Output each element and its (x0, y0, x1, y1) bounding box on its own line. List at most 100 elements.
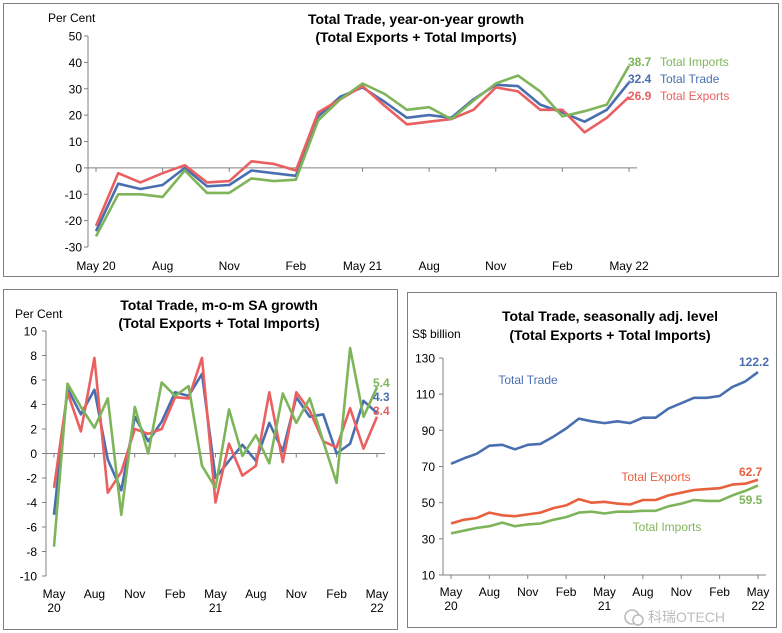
series-line-total-exports (450, 478, 759, 525)
y-axis-label: Per Cent (48, 11, 96, 25)
x-tick-label-year: 20 (444, 599, 458, 613)
y-tick-label: 20 (69, 109, 83, 123)
end-value-label: 4.3 (373, 390, 390, 404)
end-value-label: 38.7 (628, 55, 652, 69)
y-tick-label: 4 (30, 398, 37, 412)
y-tick-label: 30 (422, 532, 436, 546)
y-tick-label: -30 (65, 241, 83, 255)
x-tick-label: Nov (517, 585, 538, 599)
x-tick-label: May (204, 587, 227, 601)
x-tick-label: Feb (709, 585, 730, 599)
x-tick-label: Feb (165, 587, 186, 601)
x-tick-label: Aug (245, 587, 266, 601)
x-tick-label: Aug (479, 585, 500, 599)
x-tick-label: Feb (326, 587, 347, 601)
chart-panel-mom: Total Trade, m-o-m SA growth (Total Expor… (3, 289, 398, 630)
y-tick-label: 10 (69, 135, 83, 149)
series-line-total-trade (52, 372, 378, 515)
chart-panel-yoy: Total Trade, year-on-year growth (Total E… (3, 3, 779, 277)
x-tick-label: May (593, 585, 616, 599)
end-value-label: 3.4 (373, 404, 390, 418)
chart-subtitle: (Total Exports + Total Imports) (315, 29, 516, 45)
y-tick-label: 130 (415, 352, 435, 366)
y-tick-label: 30 (69, 82, 83, 96)
series-line-total-trade (450, 371, 759, 465)
end-value-label: 62.7 (739, 465, 763, 479)
x-tick-label: Feb (552, 259, 573, 273)
x-tick-label-year: 21 (598, 599, 612, 613)
y-tick-label: 0 (30, 447, 37, 461)
x-tick-label: Feb (286, 259, 307, 273)
x-tick-label: Feb (556, 585, 577, 599)
end-value-label: 122.2 (739, 355, 769, 369)
x-tick-label-year: 21 (209, 601, 223, 615)
y-tick-label: -6 (26, 521, 37, 535)
y-tick-label: 50 (422, 496, 436, 510)
end-value-label: 5.4 (373, 376, 390, 390)
end-value-label: 59.5 (739, 493, 763, 507)
series-label: Total Imports (633, 520, 702, 534)
x-tick-label: May 22 (609, 259, 649, 273)
x-tick-label: May (440, 585, 463, 599)
x-tick-label-year: 22 (370, 601, 384, 615)
chart-title: Total Trade, m-o-m SA growth (120, 297, 318, 313)
x-tick-label: Nov (124, 587, 145, 601)
y-tick-label: -20 (65, 214, 83, 228)
y-axis-label: S$ billion (412, 327, 461, 341)
chart-title: Total Trade, seasonally adj. level (502, 308, 718, 324)
legend-entry: Total Trade (660, 72, 720, 86)
y-tick-label: -8 (26, 545, 37, 559)
y-tick-label: 110 (416, 388, 435, 402)
x-tick-label-year: 22 (751, 599, 765, 613)
chart-subtitle: (Total Exports + Total Imports) (118, 315, 319, 331)
y-tick-label: -4 (26, 496, 37, 510)
watermark: 科瑞OTECH (622, 605, 780, 629)
legend-entry: Total Exports (660, 89, 729, 103)
x-tick-label: Nov (485, 259, 506, 273)
y-axis-label: Per Cent (15, 307, 63, 321)
x-tick-label: May (747, 585, 770, 599)
x-tick-label-year: 20 (47, 601, 61, 615)
series-line-total-trade (94, 81, 631, 232)
legend-entry: Total Imports (660, 55, 729, 69)
y-tick-label: -10 (65, 188, 83, 202)
series-line-total-imports (450, 484, 759, 535)
y-tick-label: 8 (30, 349, 37, 363)
y-tick-label: 6 (30, 374, 37, 388)
chart-title: Total Trade, year-on-year growth (308, 11, 524, 27)
x-tick-label: Nov (219, 259, 240, 273)
y-tick-label: 40 (69, 56, 83, 70)
x-tick-label: Nov (286, 587, 307, 601)
y-tick-label: -10 (20, 570, 38, 584)
x-tick-label: Nov (671, 585, 692, 599)
x-tick-label: Aug (84, 587, 105, 601)
y-tick-label: 10 (24, 325, 38, 339)
y-tick-label: 50 (69, 30, 83, 44)
y-tick-label: 70 (422, 460, 436, 474)
series-line-total-imports (52, 346, 379, 547)
series-label: Total Trade (498, 373, 558, 387)
chart-level: Total Trade, seasonally adj. level (Total… (412, 308, 770, 613)
series-line-total-exports (94, 84, 630, 227)
series-label: Total Exports (621, 470, 690, 484)
end-value-label: 26.9 (628, 89, 652, 103)
x-tick-label: May 21 (343, 259, 383, 273)
x-tick-label: Aug (418, 259, 439, 273)
y-tick-label: 90 (422, 424, 436, 438)
y-tick-label: 2 (30, 423, 37, 437)
chart-yoy: Total Trade, year-on-year growth (Total E… (48, 11, 729, 273)
x-tick-label: May (366, 587, 389, 601)
y-tick-label: 10 (422, 569, 436, 583)
x-tick-label: May (43, 587, 66, 601)
x-tick-label: Aug (632, 585, 653, 599)
y-tick-label: -2 (26, 472, 37, 486)
watermark-text: 科瑞OTECH (648, 609, 725, 625)
x-tick-label: May 20 (76, 259, 116, 273)
x-tick-label: Aug (152, 259, 173, 273)
series-line-total-imports (94, 65, 631, 238)
y-tick-label: 0 (75, 161, 82, 175)
chart-subtitle: (Total Exports + Total Imports) (509, 327, 710, 343)
end-value-label: 32.4 (628, 72, 652, 86)
chart-mom: Total Trade, m-o-m SA growth (Total Expor… (15, 297, 390, 615)
chart-panel-level: Total Trade, seasonally adj. level (Total… (407, 292, 777, 628)
